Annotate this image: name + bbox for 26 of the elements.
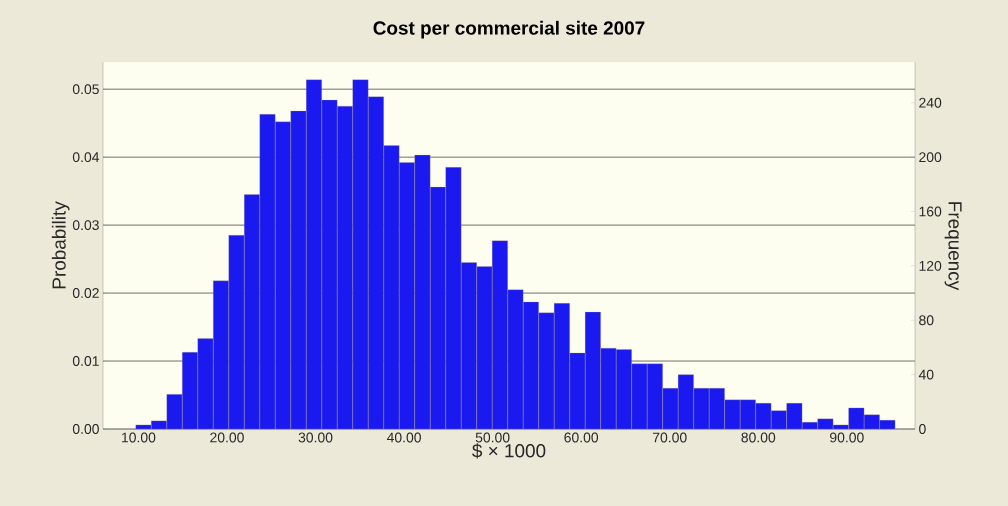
y-tick-label: 0.03 bbox=[72, 220, 99, 231]
y2-tick-label: 120 bbox=[919, 260, 942, 271]
x-tick-label: 80.00 bbox=[741, 432, 776, 443]
x-axis-title: $ × 1000 bbox=[472, 443, 546, 459]
chart-title: Cost per commercial site 2007 bbox=[373, 20, 645, 39]
y-tick-label: 0.01 bbox=[72, 356, 99, 366]
x-tick-label: 50.00 bbox=[475, 432, 510, 443]
y2-tick-label: 240 bbox=[919, 97, 942, 108]
x-tick-label: 40.00 bbox=[386, 432, 421, 443]
y2-tick-label: 80 bbox=[919, 315, 934, 326]
y2-tick-label: 40 bbox=[918, 369, 934, 380]
y-tick-label: 0.04 bbox=[72, 152, 100, 163]
y2-tick-label: 200 bbox=[919, 152, 942, 163]
x-tick-label: 30.00 bbox=[298, 432, 333, 443]
x-tick-label: 90.00 bbox=[830, 432, 864, 443]
x-tick-label: 60.00 bbox=[564, 432, 599, 443]
y2-tick-label: 160 bbox=[919, 206, 942, 217]
y2-tick-label: 0 bbox=[919, 424, 926, 434]
x-tick-label: 10.00 bbox=[122, 432, 156, 443]
y-tick-label: 0.05 bbox=[72, 84, 99, 95]
x-tick-label: 70.00 bbox=[652, 432, 687, 443]
x-tick-label: 20.00 bbox=[210, 432, 244, 443]
y-tick-label: 0.00 bbox=[72, 424, 99, 434]
y-axis-title: Probability bbox=[51, 201, 70, 289]
y-tick-label: 0.02 bbox=[72, 288, 99, 299]
y2-axis-title: Frequency bbox=[944, 202, 962, 291]
